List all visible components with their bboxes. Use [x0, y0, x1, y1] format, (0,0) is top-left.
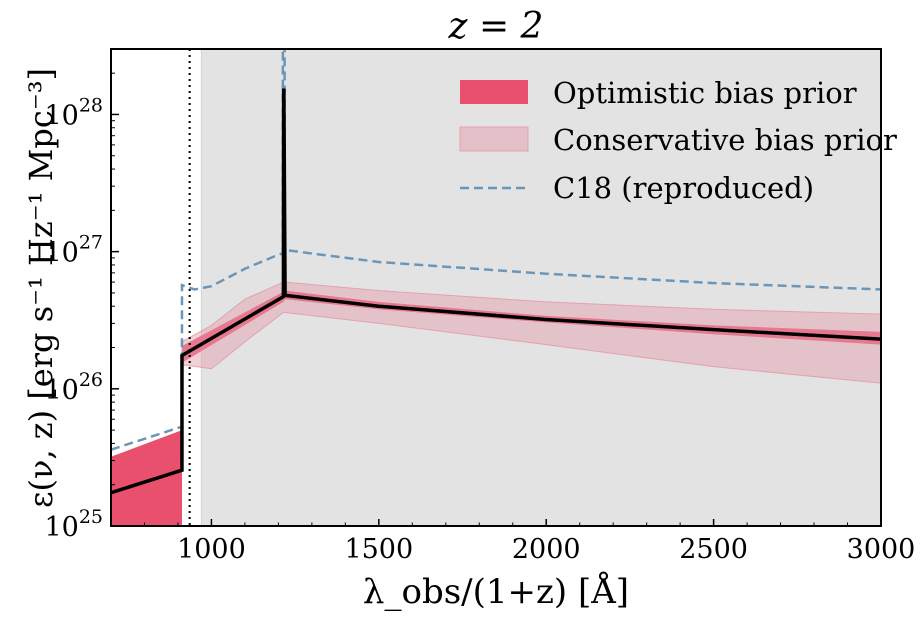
- x-tick-label: 1000: [177, 534, 246, 565]
- y-tick-label: 1027: [44, 232, 103, 269]
- y-tick-label: 1028: [44, 94, 103, 131]
- y-tick-label: 1026: [44, 369, 103, 406]
- legend-swatch-optimistic: [460, 80, 528, 104]
- legend-label-optimistic: Optimistic bias prior: [553, 76, 857, 110]
- legend-label-conservative: Conservative bias prior: [553, 123, 897, 157]
- x-tick-label: 3000: [847, 534, 916, 565]
- y-tick-label-exp: 27: [79, 232, 103, 254]
- plot-frame: [110, 48, 882, 527]
- legend-swatch-conservative: [459, 126, 529, 152]
- y-axis-label: ε(ν, z) [erg s⁻¹ Hz⁻¹ Mpc⁻³]: [22, 68, 60, 508]
- y-tick-label-exp: 28: [79, 94, 103, 116]
- y-tick-label-base: 10: [44, 375, 78, 406]
- legend: Optimistic bias prior Conservative bias …: [459, 76, 897, 205]
- y-tick-label-base: 10: [44, 238, 78, 269]
- line-median: [111, 88, 881, 495]
- chart-title: z = 2: [448, 6, 544, 47]
- y-tick-label: 1025: [44, 506, 103, 543]
- x-axis-label: λ_obs/(1+z) [Å]: [363, 571, 629, 612]
- legend-label-c18: C18 (reproduced): [553, 171, 814, 205]
- x-tick-label: 1500: [344, 534, 413, 565]
- x-tick-label: 2000: [512, 534, 581, 565]
- x-tick-label: 2500: [679, 534, 748, 565]
- y-tick-label-exp: 25: [79, 506, 103, 528]
- y-tick-label-exp: 26: [79, 369, 103, 391]
- y-tick-label-base: 10: [44, 100, 78, 131]
- y-tick-label-base: 10: [44, 512, 78, 543]
